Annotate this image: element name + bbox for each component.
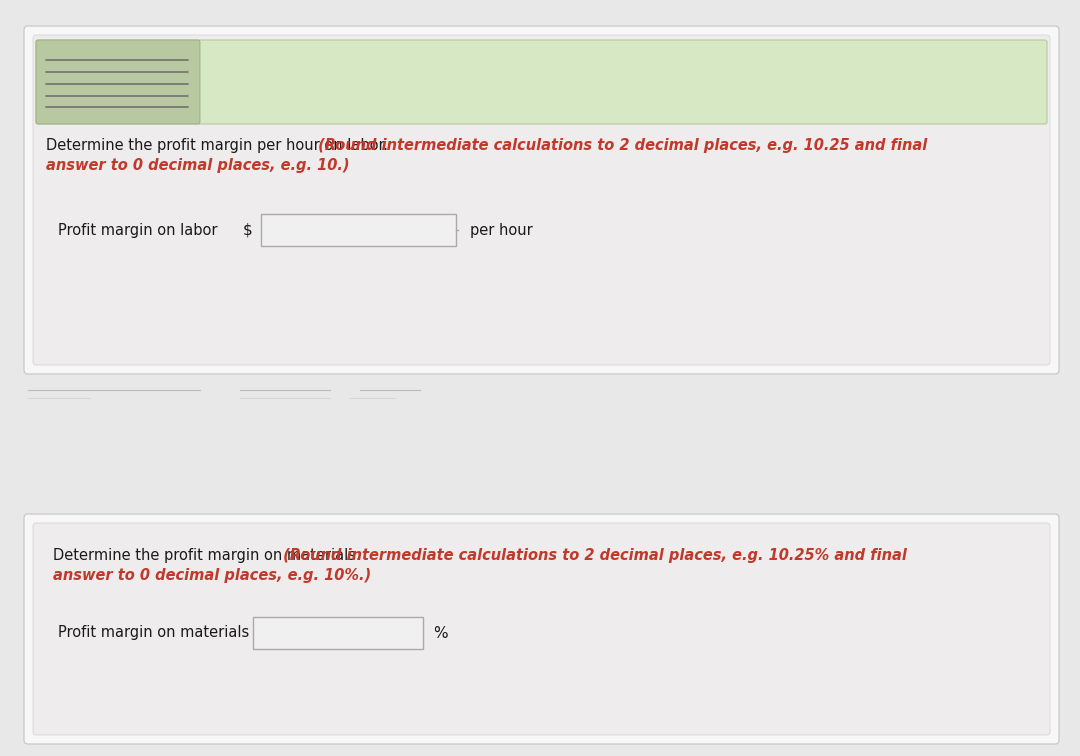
Text: Profit margin on labor: Profit margin on labor: [58, 222, 217, 237]
FancyBboxPatch shape: [24, 26, 1059, 374]
FancyBboxPatch shape: [33, 523, 1050, 735]
Text: (Round intermediate calculations to 2 decimal places, e.g. 10.25 and final: (Round intermediate calculations to 2 de…: [313, 138, 927, 153]
Text: Determine the profit margin on materials.: Determine the profit margin on materials…: [53, 548, 361, 563]
Text: Profit margin on materials: Profit margin on materials: [58, 625, 249, 640]
Text: Determine the profit margin per hour on labor.: Determine the profit margin per hour on …: [46, 138, 388, 153]
FancyBboxPatch shape: [36, 40, 200, 124]
Text: answer to 0 decimal places, e.g. 10%.): answer to 0 decimal places, e.g. 10%.): [53, 568, 372, 583]
FancyBboxPatch shape: [253, 617, 423, 649]
FancyBboxPatch shape: [36, 40, 1047, 124]
FancyBboxPatch shape: [33, 35, 1050, 365]
Text: answer to 0 decimal places, e.g. 10.): answer to 0 decimal places, e.g. 10.): [46, 158, 350, 173]
Text: per hour: per hour: [470, 222, 532, 237]
Text: (Round intermediate calculations to 2 decimal places, e.g. 10.25% and final: (Round intermediate calculations to 2 de…: [279, 548, 907, 563]
Text: %: %: [433, 625, 447, 640]
FancyBboxPatch shape: [24, 514, 1059, 744]
FancyBboxPatch shape: [261, 214, 456, 246]
Text: $: $: [243, 222, 253, 237]
